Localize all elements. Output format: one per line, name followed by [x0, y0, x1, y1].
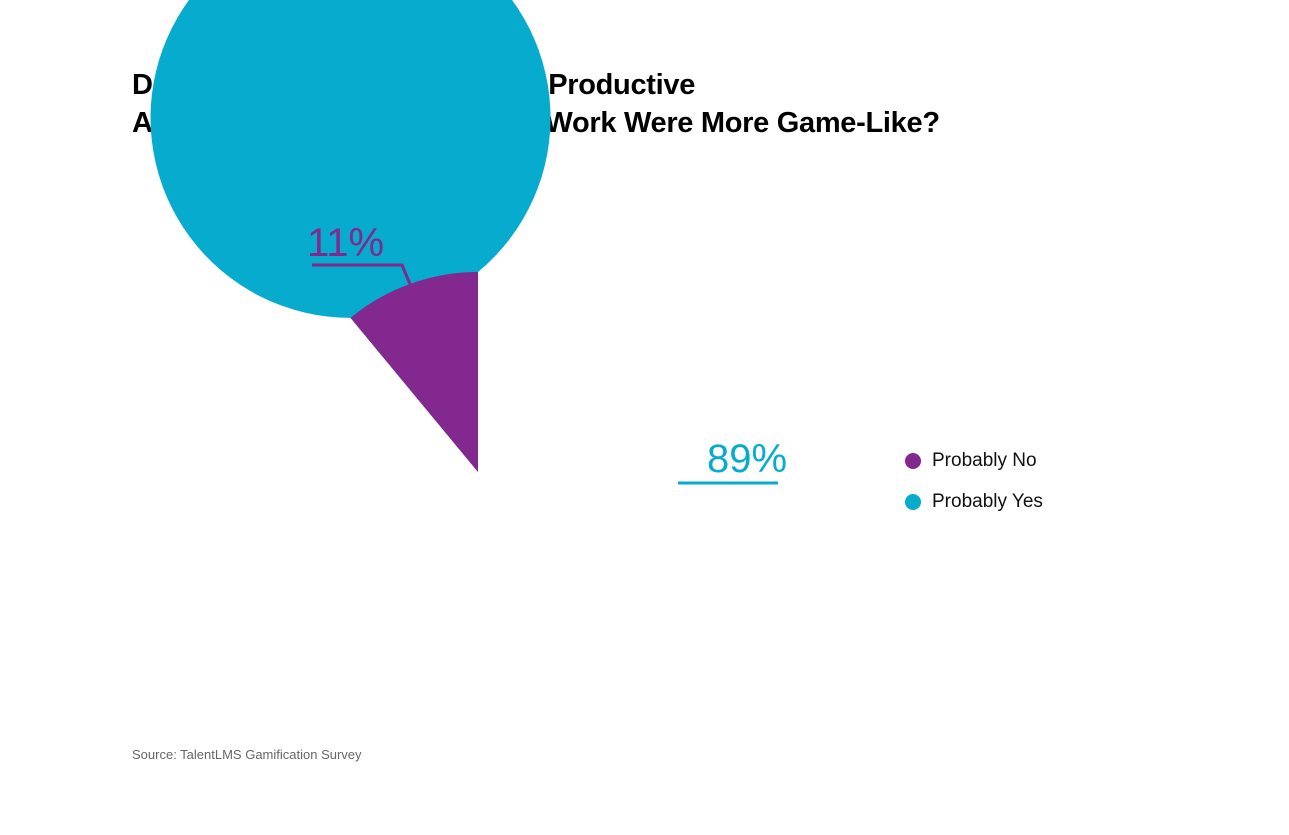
leader-line-probably-no — [312, 263, 412, 285]
legend-item-probably-yes: Probably Yes — [905, 481, 1043, 522]
data-label-probably-no: 11% — [307, 221, 384, 265]
source-note: Source: TalentLMS Gamification Survey — [132, 747, 362, 762]
legend-label: Probably No — [932, 449, 1037, 471]
pie-slice-probably-no — [350, 272, 478, 472]
legend-label: Probably Yes — [932, 490, 1043, 512]
legend: Probably No Probably Yes — [905, 440, 1043, 522]
legend-dot-icon — [905, 493, 921, 510]
legend-item-probably-no: Probably No — [905, 440, 1043, 481]
legend-dot-icon — [905, 452, 921, 469]
data-label-probably-yes: 89% — [707, 437, 787, 481]
